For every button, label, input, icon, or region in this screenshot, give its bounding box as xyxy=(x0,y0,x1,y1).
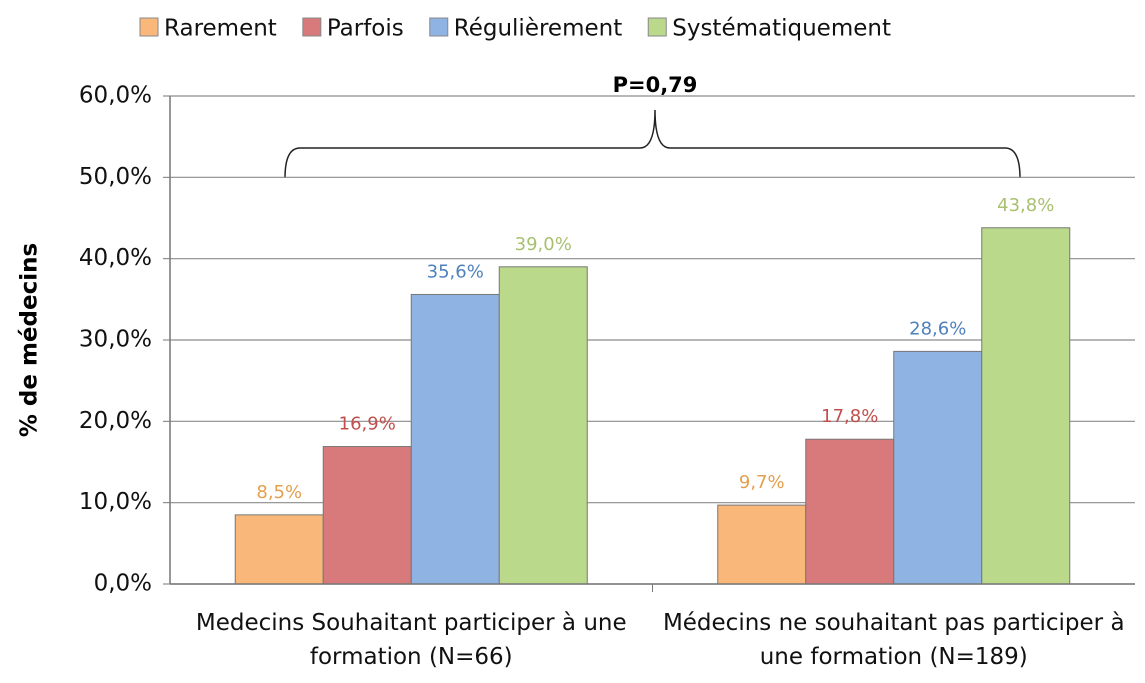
legend-swatch xyxy=(302,17,322,37)
value-label: 8,5% xyxy=(256,482,302,503)
bar xyxy=(234,514,324,585)
bar xyxy=(805,438,895,585)
value-label: 35,6% xyxy=(427,261,484,282)
x-tick-label: Medecins Souhaitant participer à une for… xyxy=(195,610,627,670)
legend-label: Systématiquement xyxy=(672,16,891,42)
value-label: 9,7% xyxy=(739,472,785,493)
legend-label: Parfois xyxy=(327,16,404,42)
y-tick-label: 50,0% xyxy=(79,164,152,190)
legend-label: Rarement xyxy=(164,16,277,42)
value-label: 28,6% xyxy=(909,318,966,339)
y-tick-label: 40,0% xyxy=(79,245,152,271)
legend-swatch xyxy=(429,17,449,37)
y-tick-label: 30,0% xyxy=(79,327,152,353)
bar xyxy=(717,504,807,585)
value-label: 17,8% xyxy=(821,406,878,427)
legend-label: Régulièrement xyxy=(454,16,622,42)
bar xyxy=(410,293,500,585)
bar xyxy=(893,350,983,585)
legend-swatch xyxy=(139,17,159,37)
y-tick-label: 60,0% xyxy=(79,83,152,109)
legend-swatch xyxy=(647,17,667,37)
bar xyxy=(498,266,588,585)
annotation: P=0,79 xyxy=(613,73,698,97)
value-label: 16,9% xyxy=(339,414,396,435)
y-tick-label: 10,0% xyxy=(79,489,152,515)
brace xyxy=(284,109,1021,179)
value-label: 43,8% xyxy=(997,195,1054,216)
x-tick-label: Médecins ne souhaitant pas participer à … xyxy=(662,610,1125,670)
y-tick-label: 20,0% xyxy=(79,408,152,434)
value-label: 39,0% xyxy=(515,234,572,255)
bar xyxy=(981,227,1071,585)
y-tick-label: 0,0% xyxy=(94,571,152,597)
bar xyxy=(322,446,412,585)
y-axis-label: % de médecins xyxy=(17,243,43,437)
